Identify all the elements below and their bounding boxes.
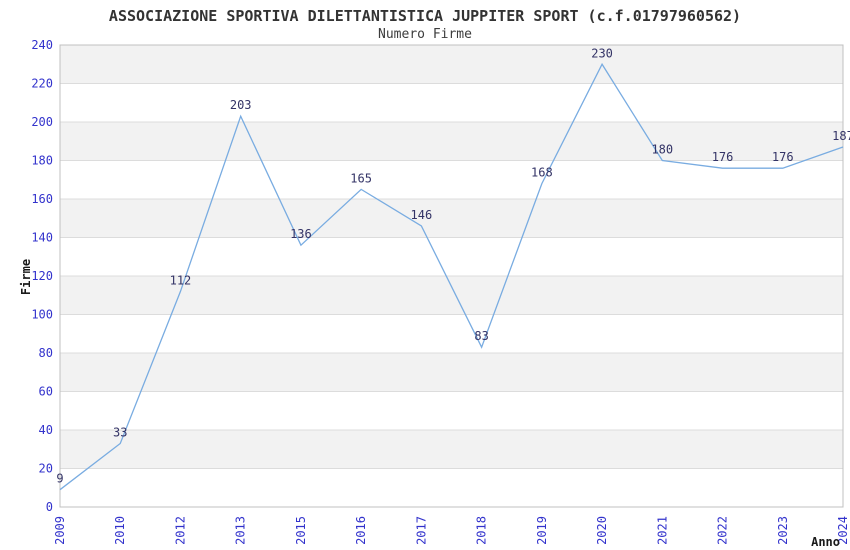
y-tick-label: 200 (31, 115, 53, 129)
y-tick-label: 100 (31, 308, 53, 322)
y-tick-label: 60 (39, 385, 53, 399)
y-tick-label: 160 (31, 192, 53, 206)
data-point-label: 168 (531, 166, 553, 180)
x-tick-label: 2010 (113, 516, 127, 545)
plot-band-stripe (60, 122, 843, 161)
data-line-series (59, 62, 844, 491)
y-tick-label: 80 (39, 346, 53, 360)
data-point-label: 176 (712, 150, 734, 164)
plot-band-stripe (60, 353, 843, 392)
x-tick-label: 2022 (716, 516, 730, 545)
data-point-label: 83 (474, 329, 488, 343)
y-tick-label: 40 (39, 423, 53, 437)
x-tick-label: 2012 (173, 516, 187, 545)
plot-band-stripe (60, 45, 843, 84)
y-tick-label: 20 (39, 462, 53, 476)
data-point-label: 187 (832, 129, 850, 143)
x-tick-label: 2017 (414, 516, 428, 545)
y-tick-label: 220 (31, 77, 53, 91)
chart-title: ASSOCIAZIONE SPORTIVA DILETTANTISTICA JU… (108, 7, 742, 25)
x-tick-label: 2015 (294, 516, 308, 545)
y-tick-label: 240 (31, 38, 53, 52)
plot-band-stripe (60, 199, 843, 238)
y-axis-title: Firme (19, 259, 33, 295)
x-tick-label: 2019 (535, 516, 549, 545)
data-point-label: 165 (350, 171, 372, 185)
x-tick-label: 2023 (776, 516, 790, 545)
plot-band-stripe (60, 430, 843, 469)
x-tick-label: 2016 (354, 516, 368, 545)
x-axis-title: Anno (811, 535, 840, 549)
x-tick-label: 2009 (53, 516, 67, 545)
data-point-label: 9 (56, 472, 63, 486)
plot-band-stripe (60, 276, 843, 315)
x-tick-label: 2013 (234, 516, 248, 545)
data-point-label: 136 (290, 227, 312, 241)
data-point-label: 33 (113, 425, 127, 439)
plot-border (59, 44, 844, 508)
x-tick-label: 2024 (836, 516, 850, 545)
data-point-label: 146 (411, 208, 433, 222)
x-tick-label: 2020 (595, 516, 609, 545)
x-tick-label: 2021 (655, 516, 669, 545)
y-tick-label: 180 (31, 154, 53, 168)
data-point-label: 230 (591, 46, 613, 60)
y-tick-label: 0 (46, 500, 53, 514)
y-tick-label: 140 (31, 231, 53, 245)
data-point-label: 180 (651, 143, 673, 157)
y-tick-label: 120 (31, 269, 53, 283)
x-tick-label: 2018 (475, 516, 489, 545)
data-point-label: 176 (772, 150, 794, 164)
chart-subtitle: Numero Firme (378, 27, 472, 42)
data-point-label: 112 (170, 273, 192, 287)
data-point-label: 203 (230, 98, 252, 112)
